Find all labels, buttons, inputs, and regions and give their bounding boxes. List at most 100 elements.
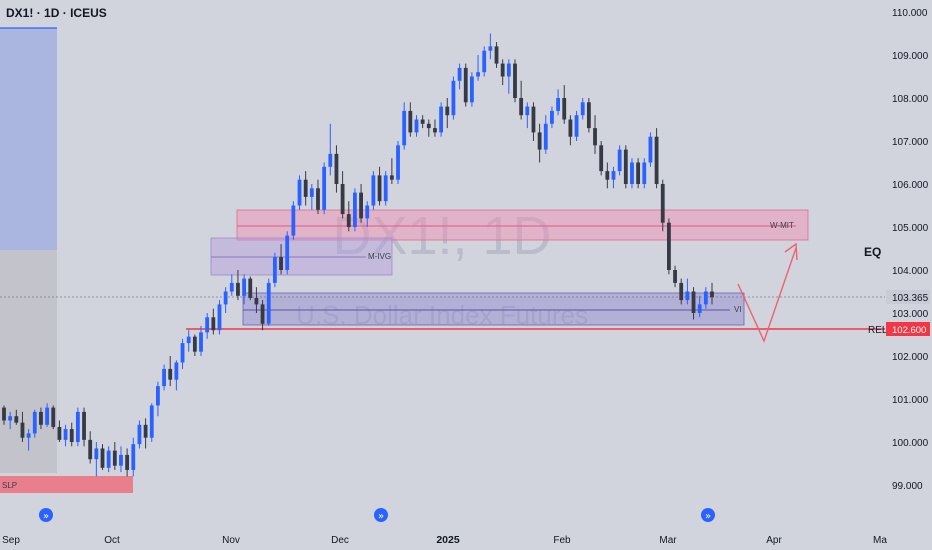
candle-body bbox=[242, 278, 247, 296]
interval-label[interactable]: 1D bbox=[44, 6, 60, 20]
candle-body bbox=[660, 184, 665, 223]
candle bbox=[697, 295, 702, 318]
zone-slp[interactable] bbox=[0, 476, 133, 493]
candle bbox=[365, 201, 370, 227]
candle-body bbox=[433, 128, 437, 133]
y-tick-label: 108.000 bbox=[892, 94, 929, 105]
candle-body bbox=[420, 119, 425, 124]
candle bbox=[8, 411, 13, 430]
candle-body bbox=[205, 317, 210, 333]
candle bbox=[131, 437, 136, 477]
candle bbox=[180, 338, 185, 369]
candle-body bbox=[322, 166, 327, 210]
event-icon-2[interactable]: » bbox=[374, 508, 388, 522]
candle bbox=[291, 201, 296, 240]
candle-body bbox=[199, 332, 203, 352]
y-tick-label: 110.000 bbox=[892, 8, 928, 19]
candle-body bbox=[137, 424, 142, 445]
candle bbox=[211, 308, 216, 335]
candle-body bbox=[156, 386, 160, 406]
candle-body bbox=[537, 132, 542, 150]
candle bbox=[236, 270, 240, 301]
projection-arrow[interactable] bbox=[737, 242, 798, 343]
candle bbox=[623, 145, 628, 189]
candle-body bbox=[285, 235, 290, 270]
candle bbox=[710, 282, 714, 305]
symbol-name[interactable]: DX1! bbox=[6, 6, 34, 20]
candle bbox=[192, 334, 197, 356]
time-axis[interactable]: Sep Oct Nov Dec 2025 Feb Mar Apr Ma bbox=[2, 534, 887, 546]
candle-body bbox=[500, 63, 505, 77]
candle bbox=[217, 300, 222, 335]
candle-body bbox=[8, 416, 13, 421]
candle bbox=[531, 102, 536, 141]
candle-body bbox=[630, 162, 634, 184]
event-icon-1[interactable]: » bbox=[39, 508, 53, 522]
candle bbox=[433, 119, 437, 137]
zone-w-mit[interactable] bbox=[236, 209, 809, 241]
candle bbox=[143, 418, 148, 449]
candle bbox=[580, 98, 585, 120]
y-tick-label: 103.000 bbox=[892, 309, 929, 320]
candle-body bbox=[463, 67, 468, 103]
candle bbox=[328, 123, 333, 176]
x-tick-label: Apr bbox=[766, 535, 782, 546]
candle-body bbox=[340, 184, 345, 215]
event-icon-3[interactable]: » bbox=[701, 508, 715, 522]
candle-body bbox=[236, 282, 240, 296]
candle-body bbox=[125, 454, 130, 470]
candle-body bbox=[556, 98, 560, 111]
candle-body bbox=[266, 282, 271, 324]
exchange-label: ICEUS bbox=[70, 6, 107, 20]
price-axis[interactable]: 110.000 109.000 108.000 107.000 106.000 105.0… bbox=[892, 8, 929, 492]
candle bbox=[162, 364, 166, 391]
candle-body bbox=[229, 282, 234, 292]
candle-body bbox=[82, 411, 86, 440]
candle bbox=[205, 313, 210, 339]
candle bbox=[125, 448, 130, 477]
candle bbox=[402, 102, 407, 150]
candle bbox=[506, 59, 511, 94]
history-zone-blue bbox=[0, 28, 57, 250]
candle-body bbox=[14, 416, 19, 423]
zone-vi[interactable] bbox=[242, 292, 745, 326]
x-tick-label: Feb bbox=[553, 535, 571, 546]
candle-body bbox=[642, 162, 647, 184]
candle-body bbox=[525, 106, 530, 116]
candle-body bbox=[365, 205, 370, 219]
candle-body bbox=[691, 291, 696, 313]
candle bbox=[297, 175, 302, 210]
candle-body bbox=[506, 63, 511, 77]
candle-body bbox=[143, 424, 148, 438]
zone-slp-label: SLP bbox=[2, 481, 17, 490]
candle bbox=[648, 132, 653, 167]
candle bbox=[106, 446, 111, 473]
chart-header[interactable]: DX1! · 1D · ICEUS bbox=[6, 6, 107, 20]
candle bbox=[476, 55, 480, 81]
candle-body bbox=[57, 426, 62, 440]
candle-body bbox=[192, 336, 197, 352]
candle bbox=[2, 405, 6, 425]
candle-body bbox=[574, 115, 579, 137]
candle bbox=[285, 231, 290, 275]
candle bbox=[519, 80, 524, 120]
candle bbox=[242, 274, 247, 305]
candle-body bbox=[149, 405, 154, 438]
candle-body bbox=[531, 106, 536, 133]
candle bbox=[469, 72, 474, 107]
candle-body bbox=[550, 110, 554, 124]
candle-body bbox=[131, 444, 136, 470]
candle bbox=[14, 409, 19, 425]
candle bbox=[679, 278, 684, 305]
x-tick-label: Sep bbox=[2, 535, 20, 546]
zone-w-mit-label: W-MIT bbox=[770, 221, 794, 230]
candle-body bbox=[488, 46, 493, 51]
candle-body bbox=[396, 145, 400, 180]
candle bbox=[149, 403, 154, 442]
candle-body bbox=[494, 46, 499, 64]
candle bbox=[426, 119, 431, 137]
candle-body bbox=[377, 175, 382, 202]
candle bbox=[513, 59, 517, 103]
candle-body bbox=[186, 336, 191, 344]
